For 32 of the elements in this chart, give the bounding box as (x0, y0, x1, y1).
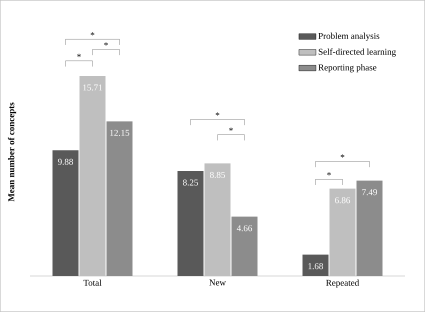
legend-label: Self-directed learning (318, 48, 396, 57)
legend-label: Reporting phase (318, 64, 376, 72)
bar (302, 254, 329, 276)
x-tick-label: Total (84, 280, 102, 286)
x-tick-label: New (209, 280, 226, 286)
bar (106, 121, 132, 276)
bar (330, 188, 356, 276)
data-label: 8.85 (210, 172, 226, 178)
bar (204, 163, 231, 276)
data-label: 6.86 (335, 197, 350, 204)
bar (356, 180, 383, 276)
data-label: 15.71 (83, 84, 102, 91)
data-label: 12.15 (110, 130, 130, 136)
text: * (104, 42, 108, 46)
data-label: 4.66 (236, 225, 252, 232)
y-axis-title: Mean number of concepts (8, 102, 16, 202)
bar (232, 216, 258, 276)
data-label: 1.68 (308, 263, 324, 270)
annotation: * (216, 112, 220, 116)
legend-label: Problem analysis (318, 32, 380, 41)
bar (178, 170, 204, 276)
annotation: * (229, 128, 233, 131)
data-label: 7.49 (362, 189, 377, 196)
annotation: * (327, 172, 331, 176)
x-tick-label: Repeated (326, 280, 360, 288)
bar (52, 150, 78, 276)
data-label: 9.88 (58, 158, 74, 165)
data-label: 8.25 (183, 179, 198, 186)
text: * (90, 32, 94, 36)
text: * (77, 54, 81, 58)
annotation: * (340, 154, 344, 158)
bar (80, 76, 106, 276)
